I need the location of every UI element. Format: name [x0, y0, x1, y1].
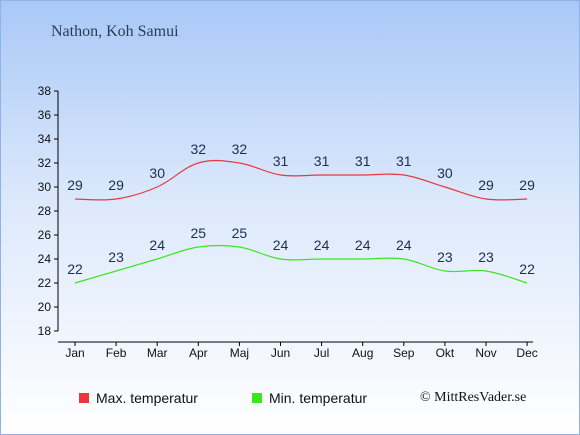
max-data-label: 31	[273, 153, 289, 169]
x-tick-label: Nov	[475, 346, 496, 360]
min-data-label: 25	[232, 225, 248, 241]
max-data-label: 31	[314, 153, 330, 169]
max-data-label: 32	[191, 141, 207, 157]
max-data-label: 29	[519, 177, 535, 193]
max-data-label: 29	[67, 177, 83, 193]
min-data-label: 24	[355, 237, 371, 253]
x-tick-label: Jul	[314, 346, 329, 360]
legend-swatch-min	[252, 393, 262, 403]
legend-label-min: Min. temperatur	[269, 390, 367, 406]
y-tick-label: 30	[38, 180, 52, 194]
max-data-label: 29	[108, 177, 124, 193]
x-tick-label: Aug	[352, 346, 373, 360]
y-tick-label: 18	[38, 324, 52, 338]
min-temperature-line	[75, 245, 527, 283]
x-tick-label: Jan	[65, 346, 84, 360]
min-data-label: 25	[191, 225, 207, 241]
x-tick-label: Dec	[516, 346, 537, 360]
min-data-label: 24	[396, 237, 412, 253]
x-tick-label: Apr	[189, 346, 208, 360]
x-tick-label: Maj	[230, 346, 249, 360]
y-tick-label: 38	[38, 84, 52, 98]
legend-label-max: Max. temperatur	[96, 390, 198, 406]
x-tick-label: Feb	[106, 346, 127, 360]
min-data-label: 24	[273, 237, 289, 253]
legend-swatch-max	[79, 393, 89, 403]
y-tick-label: 28	[38, 204, 52, 218]
copyright-text: © MittResVader.se	[420, 390, 526, 406]
min-data-label: 23	[437, 249, 453, 265]
min-data-label: 23	[108, 249, 124, 265]
max-data-label: 32	[232, 141, 248, 157]
min-data-label: 22	[519, 261, 535, 277]
min-data-label: 23	[478, 249, 494, 265]
min-data-label: 24	[149, 237, 165, 253]
y-tick-label: 34	[38, 132, 52, 146]
x-tick-label: Mar	[147, 346, 168, 360]
max-data-label: 30	[149, 165, 165, 181]
y-tick-label: 26	[38, 228, 52, 242]
max-data-label: 31	[355, 153, 371, 169]
max-data-label: 29	[478, 177, 494, 193]
max-data-label: 31	[396, 153, 412, 169]
x-tick-label: Sep	[393, 346, 415, 360]
legend-item-min: Min. temperatur	[252, 390, 367, 406]
y-tick-label: 20	[38, 300, 52, 314]
x-tick-label: Jun	[271, 346, 290, 360]
y-tick-label: 24	[38, 252, 52, 266]
y-tick-label: 36	[38, 108, 52, 122]
min-data-label: 22	[67, 261, 83, 277]
legend-item-max: Max. temperatur	[79, 390, 198, 406]
max-temperature-line	[75, 161, 527, 200]
min-data-label: 24	[314, 237, 330, 253]
y-tick-label: 22	[38, 276, 52, 290]
y-tick-label: 32	[38, 156, 52, 170]
x-tick-label: Okt	[436, 346, 455, 360]
max-data-label: 30	[437, 165, 453, 181]
